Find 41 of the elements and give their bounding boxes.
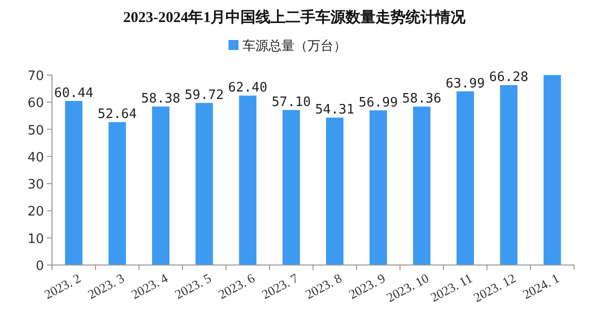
data-label: 63.99: [446, 76, 485, 92]
data-label: 57.10: [272, 95, 311, 110]
bar: [108, 122, 126, 265]
y-tick-label: 40: [27, 150, 44, 166]
bar: [65, 100, 82, 265]
bar: [282, 110, 300, 265]
x-tick-label: 2023. 6: [216, 270, 258, 302]
data-label: 58.36: [402, 92, 442, 107]
bar: [239, 96, 256, 265]
bar: [326, 118, 344, 265]
bar: [413, 106, 430, 265]
chart-title: 2023-2024年1月中国线上二手车源数量走势统计情况: [123, 8, 467, 26]
x-tick-label: 2024. 1: [520, 270, 562, 302]
data-label: 56.99: [358, 95, 398, 110]
bar: [152, 106, 170, 265]
y-tick-label: 10: [27, 232, 44, 247]
x-tick-label: 2023. 3: [85, 270, 127, 302]
bar: [500, 85, 518, 265]
data-label: 59.72: [184, 88, 224, 103]
data-label: 60.44: [54, 86, 94, 101]
legend-label: 车源总量（万台）: [242, 38, 346, 53]
bar: [544, 75, 561, 265]
bar: [456, 91, 474, 265]
x-tick-label: 2023. 4: [128, 270, 171, 302]
data-label: 52.64: [98, 107, 137, 122]
y-tick-label: 20: [27, 204, 44, 220]
x-tick-label: 2023. 7: [259, 270, 302, 302]
data-label: 54.31: [315, 102, 354, 118]
data-label: 58.38: [141, 92, 180, 107]
data-label: 62.40: [228, 80, 268, 96]
y-tick-label: 70: [27, 69, 44, 84]
y-tick-label: 50: [27, 123, 44, 138]
y-tick-label: 60: [27, 96, 44, 112]
x-tick-label: 2023. 5: [172, 270, 214, 302]
bar: [196, 102, 213, 265]
x-tick-label: 2023. 2: [42, 270, 84, 302]
y-tick-label: 30: [27, 178, 44, 193]
bar: [370, 110, 387, 265]
y-tick-label: 0: [36, 259, 44, 274]
x-tick-label: 2023. 8: [302, 270, 344, 302]
data-label: 66.28: [489, 70, 528, 86]
